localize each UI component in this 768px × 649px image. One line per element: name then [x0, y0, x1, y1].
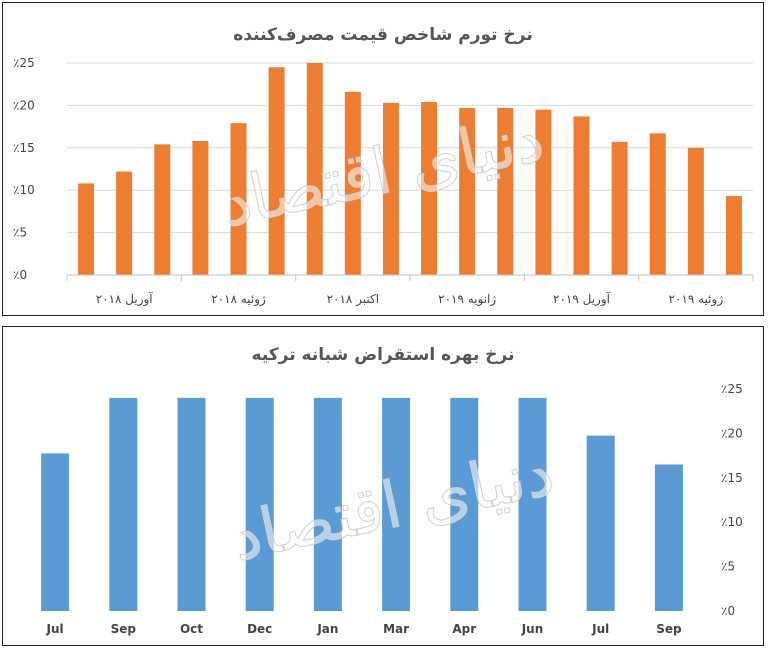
x-tick-label: Jan [316, 622, 338, 636]
inflation-chart-svg: ٪0 ٪5 ٪10 ٪15 ٪20 ٪25 آوریل ۲۰۱۸ ژوئیه ۲۰۱۸ اکتب… [13, 56, 754, 307]
bar [654, 464, 683, 611]
x-tick-label: آوریل ۲۰۱۹ [553, 291, 611, 307]
y-tick-label: ٪25 [13, 56, 35, 70]
x-tick-label: Sep [656, 622, 682, 636]
interest-rate-chart-panel: نرخ بهره استقراض شبانه ترکیه ٪0 ٪5 ٪10 ٪15 ٪… [2, 326, 764, 646]
bar [611, 141, 628, 275]
bar [41, 453, 70, 611]
y-tick-label: ٪5 [13, 226, 27, 240]
x-tick-label: Oct [180, 622, 203, 636]
bar [586, 435, 615, 611]
bar [450, 397, 479, 611]
x-tick-label: Sep [111, 622, 137, 636]
bar [192, 141, 209, 275]
bar [344, 91, 361, 275]
bar [497, 107, 514, 275]
x-tick-label: Jul [591, 622, 609, 636]
x-tick-label: Dec [247, 622, 272, 636]
x-tick-label: ژانویه ۲۰۱۹ [438, 292, 496, 307]
y-tick-label: ٪20 [721, 426, 743, 440]
bar [518, 397, 547, 611]
x-tick-label: آوریل ۲۰۱۸ [96, 291, 154, 307]
x-tick-label: Jun [521, 622, 544, 636]
bar [382, 397, 411, 611]
chart-title: نرخ بهره استقراض شبانه ترکیه [251, 345, 515, 365]
bar [573, 116, 590, 275]
x-tick-label: Mar [383, 622, 409, 636]
y-tick-label: ٪10 [13, 183, 35, 197]
y-tick-label: ٪10 [721, 515, 743, 529]
y-tick-label: ٪20 [13, 98, 35, 112]
bar [459, 107, 476, 275]
bar [535, 109, 552, 275]
bar [245, 397, 274, 611]
y-tick-label: ٪5 [721, 560, 735, 574]
bar [177, 397, 206, 611]
y-tick-label: ٪15 [721, 471, 743, 485]
chart-title: نرخ تورم شاخص قیمت مصرف‌کننده [233, 25, 533, 45]
bar [116, 171, 133, 275]
y-tick-label: ٪0 [721, 604, 735, 618]
x-tick-label: اکتبر ۲۰۱۸ [327, 292, 380, 307]
x-tick-label: Apr [452, 622, 476, 636]
y-tick-label: ٪15 [13, 141, 35, 155]
bar [649, 133, 666, 275]
bar [313, 397, 342, 611]
bar [306, 63, 323, 275]
x-tick-label: ژوئیه ۲۰۱۹ [669, 292, 724, 307]
x-tick-label: ژوئیه ۲۰۱۸ [211, 292, 266, 307]
bar [154, 144, 171, 275]
bar [725, 196, 742, 275]
y-tick-label: ٪0 [13, 268, 27, 282]
inflation-chart-panel: نرخ تورم شاخص قیمت مصرف‌کننده ٪0 ٪5 ٪10 ٪15… [2, 2, 764, 316]
bar [421, 102, 438, 276]
bar [109, 397, 138, 611]
bar [78, 183, 95, 275]
bar [687, 147, 704, 275]
x-tick-label: Jul [46, 622, 64, 636]
interest-rate-chart-svg: ٪0 ٪5 ٪10 ٪15 ٪20 ٪25 Jul Sep Oct Dec Jan Mar Apr Jun… [41, 382, 743, 636]
bar [382, 102, 399, 275]
bar [268, 67, 285, 276]
bar [230, 123, 247, 275]
y-tick-label: ٪25 [721, 382, 743, 396]
